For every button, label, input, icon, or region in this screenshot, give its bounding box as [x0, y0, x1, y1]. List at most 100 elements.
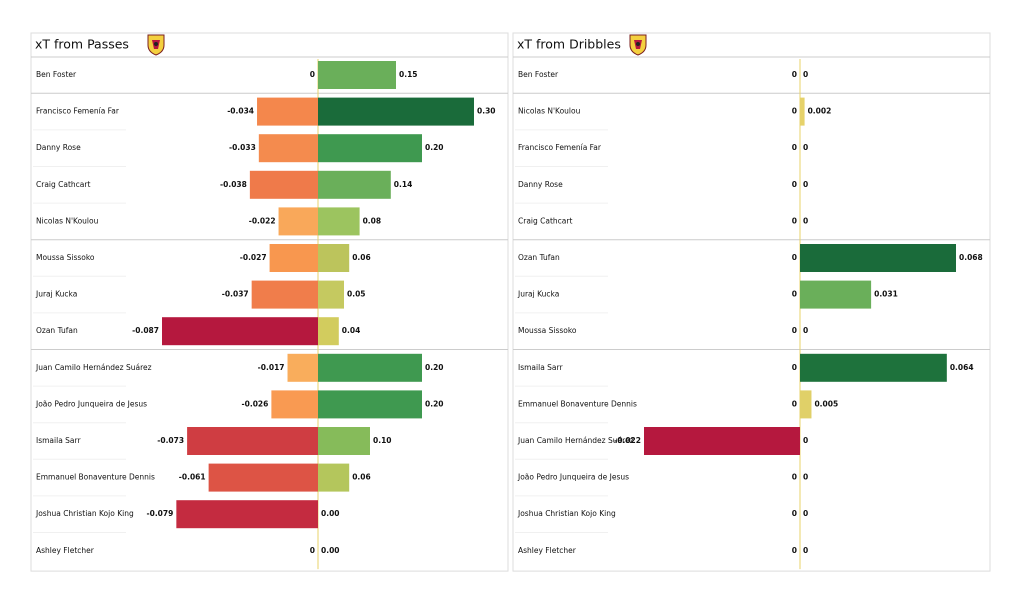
player-name: João Pedro Junqueira de Jesus: [517, 473, 629, 482]
bar: [318, 207, 360, 236]
value-label: 0.002: [808, 107, 832, 116]
bar: [208, 463, 318, 492]
value-label: -0.026: [242, 399, 269, 408]
value-label: 0: [803, 473, 808, 482]
value-label: 0: [792, 143, 797, 152]
value-label: 0: [803, 546, 808, 555]
value-label: 0.30: [477, 107, 496, 116]
value-label: 0.20: [425, 363, 444, 372]
bar: [187, 427, 318, 455]
bar: [644, 427, 800, 455]
value-label: 0.10: [373, 436, 392, 445]
value-label: 0: [792, 107, 797, 116]
bar: [318, 280, 344, 309]
player-name: Ashley Fletcher: [518, 546, 577, 555]
bar: [269, 244, 318, 272]
player-name: Danny Rose: [518, 180, 563, 189]
player-name: Moussa Sissoko: [36, 253, 95, 262]
bar: [318, 317, 339, 346]
value-label: 0: [792, 216, 797, 225]
value-label: 0.06: [352, 253, 371, 262]
value-label: -0.037: [222, 290, 249, 299]
value-label: 0.05: [347, 290, 366, 299]
bar: [162, 317, 318, 346]
player-name: Ben Foster: [36, 70, 77, 79]
panel-frame: [30, 32, 509, 572]
player-name: Moussa Sissoko: [518, 326, 577, 335]
value-label: 0.068: [959, 253, 983, 262]
player-name: Emmanuel Bonaventure Dennis: [518, 399, 637, 408]
player-name: Nicolas N'Koulou: [36, 216, 99, 225]
value-label: -0.022: [614, 436, 641, 445]
bar: [258, 134, 318, 163]
bar: [318, 463, 350, 492]
value-label: 0.00: [321, 546, 340, 555]
value-label: 0: [310, 546, 315, 555]
player-name: Nicolas N'Koulou: [518, 107, 581, 116]
value-label: -0.033: [229, 143, 256, 152]
bar: [318, 134, 422, 163]
value-label: 0: [792, 363, 797, 372]
player-name: Juan Camilo Hernández Suárez: [35, 363, 152, 372]
bar: [249, 170, 318, 199]
bar: [278, 207, 318, 236]
bar: [318, 61, 396, 89]
player-name: Juraj Kucka: [35, 290, 77, 299]
value-label: 0.20: [425, 143, 444, 152]
bar: [318, 170, 391, 199]
player-name: Ismaila Sarr: [36, 436, 81, 445]
value-label: 0.20: [425, 399, 444, 408]
value-label: -0.079: [147, 509, 174, 518]
value-label: 0: [792, 326, 797, 335]
player-name: Craig Cathcart: [36, 180, 90, 189]
value-label: -0.027: [240, 253, 267, 262]
player-name: Danny Rose: [36, 143, 81, 152]
value-label: -0.017: [258, 363, 285, 372]
value-label: 0.031: [874, 290, 898, 299]
value-label: 0: [792, 290, 797, 299]
player-name: Francisco Femenía Far: [518, 143, 602, 152]
player-name: Ozan Tufan: [518, 253, 560, 262]
value-label: 0: [803, 436, 808, 445]
player-name: Juraj Kucka: [517, 290, 559, 299]
value-label: 0: [803, 180, 808, 189]
value-label: 0.15: [399, 70, 418, 79]
bar: [257, 97, 318, 126]
player-name: Juan Camilo Hernández Suárez: [517, 436, 634, 445]
logo-dot: [154, 42, 158, 46]
value-label: 0: [792, 546, 797, 555]
value-label: 0.064: [950, 363, 974, 372]
value-label: 0: [803, 326, 808, 335]
bar: [318, 390, 422, 419]
value-label: 0: [792, 399, 797, 408]
value-label: -0.073: [157, 436, 184, 445]
bar: [176, 500, 318, 529]
value-label: 0.005: [814, 399, 838, 408]
value-label: 0: [792, 180, 797, 189]
value-label: 0.08: [363, 216, 382, 225]
value-label: 0.06: [352, 473, 371, 482]
bar: [251, 280, 318, 309]
player-name: Ben Foster: [518, 70, 559, 79]
club-logo: [629, 34, 647, 56]
bar: [800, 97, 805, 126]
bar: [318, 244, 350, 272]
value-label: -0.022: [249, 216, 276, 225]
value-label: 0: [310, 70, 315, 79]
bar: [287, 353, 318, 382]
value-label: 0: [803, 143, 808, 152]
bar: [800, 244, 956, 272]
player-name: Ashley Fletcher: [36, 546, 95, 555]
club-logo: [147, 34, 165, 56]
player-name: Francisco Femenía Far: [36, 107, 120, 116]
bar: [318, 353, 422, 382]
value-label: -0.038: [220, 180, 247, 189]
value-label: -0.087: [132, 326, 159, 335]
player-name: Ismaila Sarr: [518, 363, 563, 372]
value-label: 0: [803, 70, 808, 79]
player-name: Emmanuel Bonaventure Dennis: [36, 473, 155, 482]
bar: [800, 280, 872, 309]
player-name: Joshua Christian Kojo King: [517, 509, 616, 518]
logo-dot: [636, 42, 640, 46]
